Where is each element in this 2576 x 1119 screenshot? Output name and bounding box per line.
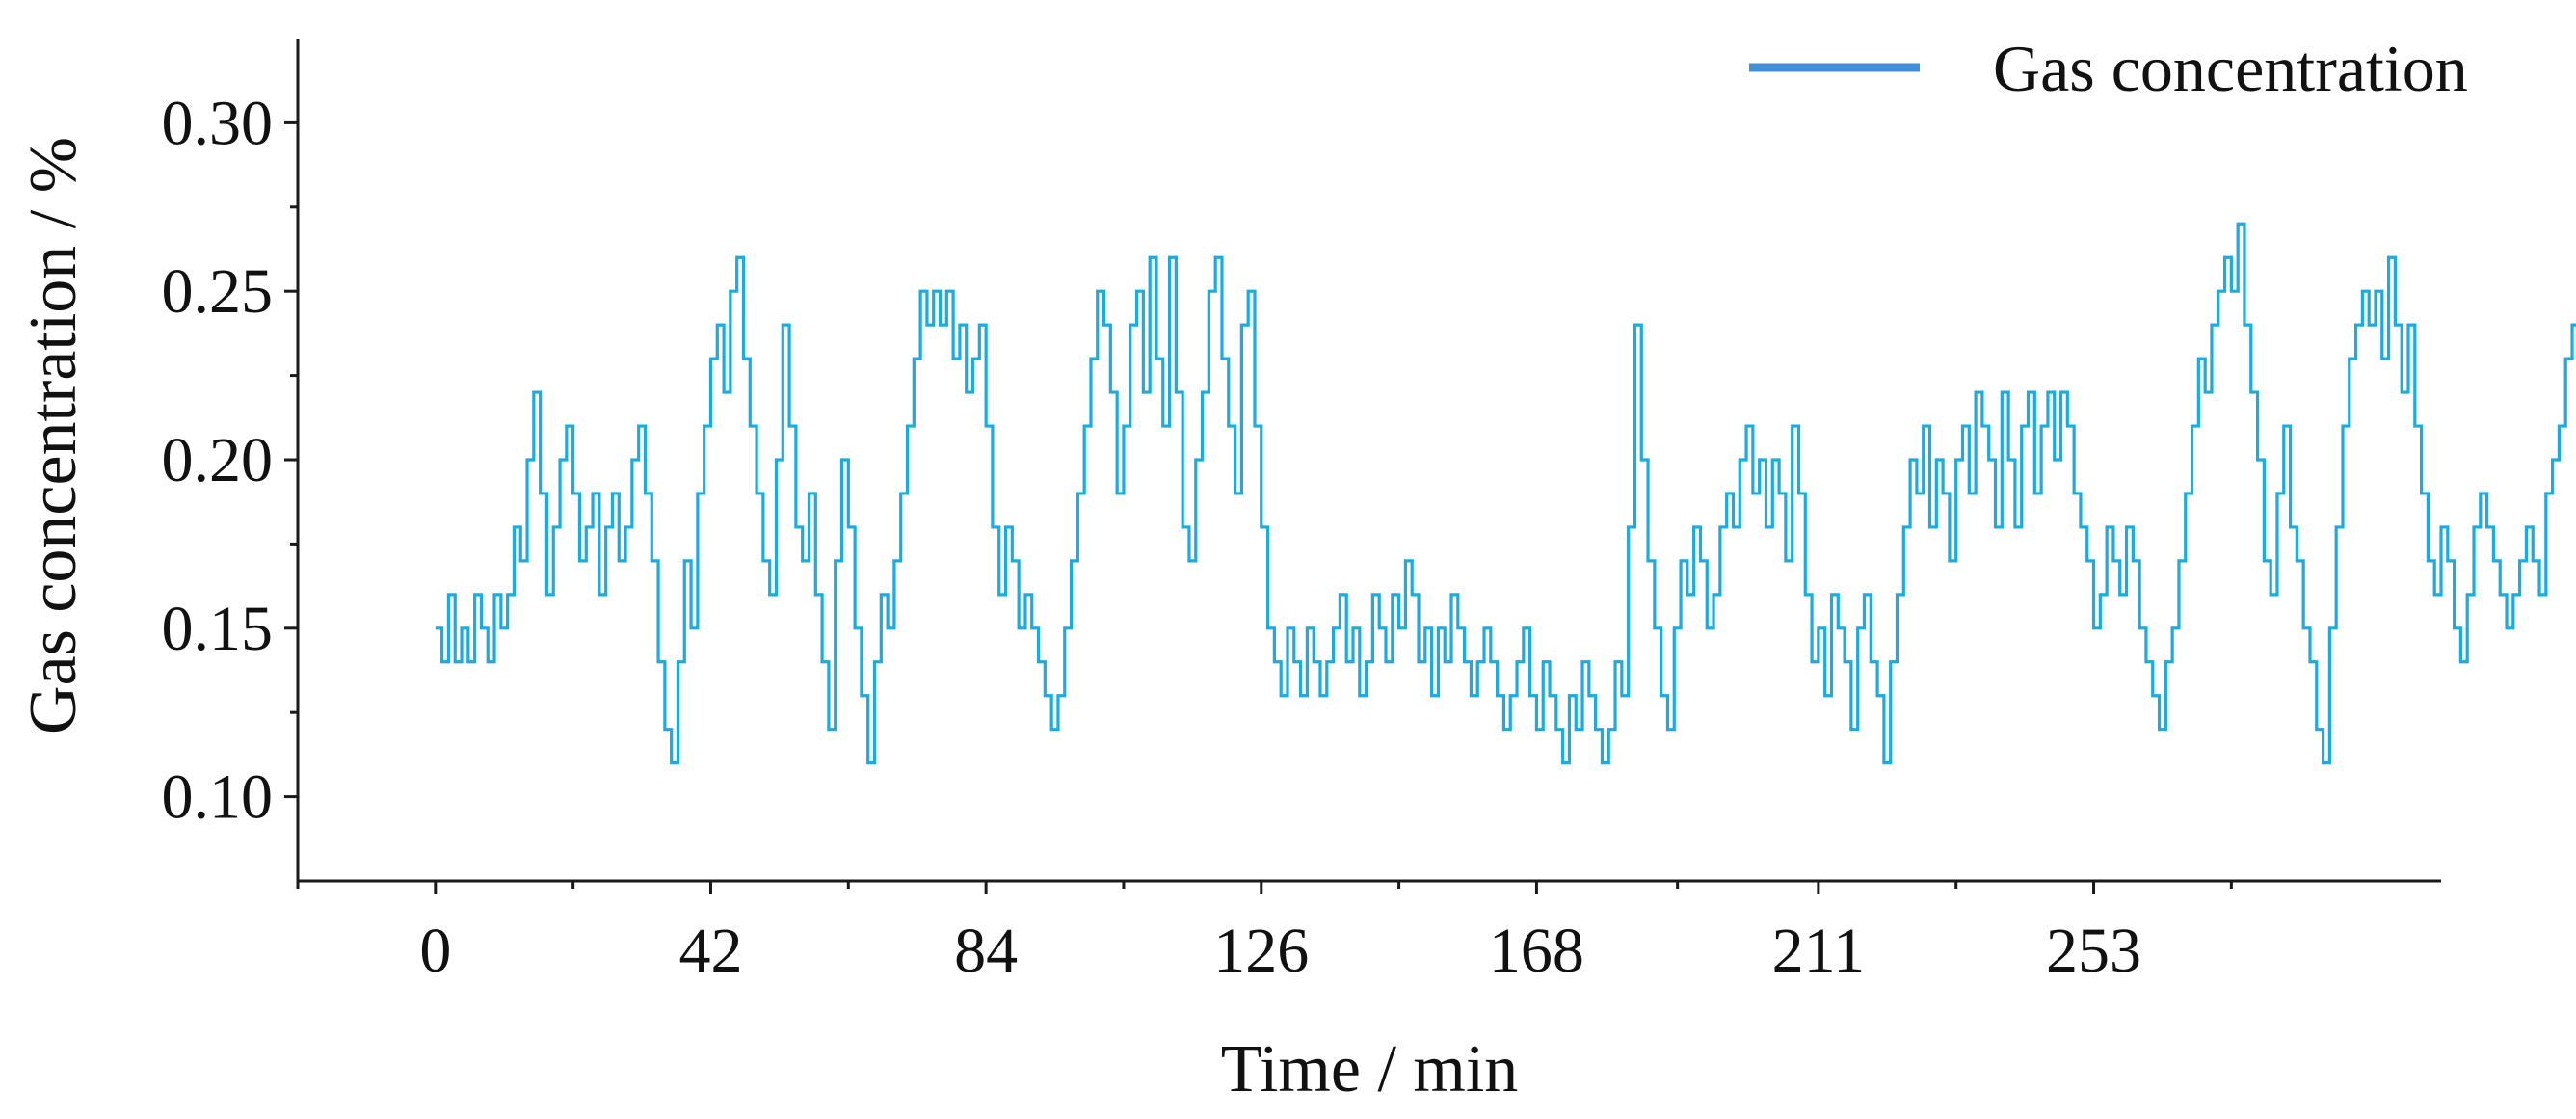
x-tick-label: 253 xyxy=(2046,916,2141,986)
legend: Gas concentration xyxy=(1749,32,2468,105)
x-axis-title: Time / min xyxy=(1221,1032,1519,1106)
y-tick-label: 0.10 xyxy=(162,762,274,833)
y-tick-label: 0.25 xyxy=(162,256,274,327)
x-tick-label: 84 xyxy=(954,916,1018,986)
x-tick-label: 126 xyxy=(1213,916,1309,986)
x-tick-label: 211 xyxy=(1772,916,1866,986)
legend-label: Gas concentration xyxy=(1993,32,2468,105)
series-line-gas-concentration xyxy=(435,222,2576,765)
x-tick-label: 168 xyxy=(1489,916,1584,986)
x-ticks: 0 42 84 126 168 211 253 xyxy=(296,881,2233,986)
y-tick-label: 0.15 xyxy=(162,594,274,664)
y-tick-label: 0.30 xyxy=(162,88,274,158)
series-layer xyxy=(435,222,2576,765)
x-tick-label: 42 xyxy=(678,916,742,986)
y-ticks: 0.10 0.15 0.20 0.25 0.30 xyxy=(162,88,298,833)
y-tick-label: 0.20 xyxy=(162,425,274,495)
x-tick-label: 0 xyxy=(419,916,451,986)
y-axis-title: Gas concentration / % xyxy=(16,137,91,734)
